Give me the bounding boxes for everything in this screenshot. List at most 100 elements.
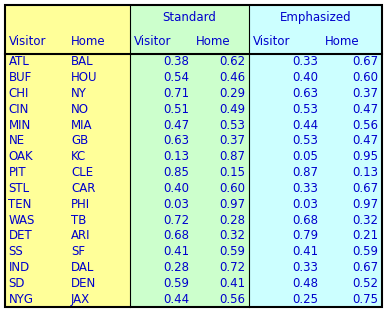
Bar xyxy=(68,260,130,275)
Bar xyxy=(130,228,193,244)
Text: TB: TB xyxy=(71,214,86,226)
Text: 0.53: 0.53 xyxy=(220,118,245,132)
Text: 0.28: 0.28 xyxy=(163,261,189,274)
Text: 0.41: 0.41 xyxy=(163,245,189,258)
Bar xyxy=(249,196,322,212)
Text: 0.37: 0.37 xyxy=(220,134,245,147)
Text: PHI: PHI xyxy=(71,198,90,211)
Text: Home: Home xyxy=(325,35,360,48)
Bar xyxy=(130,291,193,307)
Text: 0.68: 0.68 xyxy=(163,229,189,242)
Text: 0.97: 0.97 xyxy=(219,198,245,211)
Bar xyxy=(249,244,322,260)
Bar xyxy=(249,228,322,244)
Text: GB: GB xyxy=(71,134,88,147)
Text: 0.32: 0.32 xyxy=(220,229,245,242)
Text: NO: NO xyxy=(71,103,89,116)
Text: 0.25: 0.25 xyxy=(292,293,318,306)
Bar xyxy=(249,5,382,30)
Bar xyxy=(322,212,382,228)
Bar xyxy=(5,244,68,260)
Bar xyxy=(193,54,249,70)
Bar xyxy=(5,86,68,101)
Text: 0.87: 0.87 xyxy=(220,150,245,163)
Bar xyxy=(322,180,382,196)
Text: SS: SS xyxy=(8,245,23,258)
Bar xyxy=(249,291,322,307)
Bar xyxy=(130,5,249,30)
Text: ATL: ATL xyxy=(8,55,29,68)
Text: STL: STL xyxy=(8,182,30,195)
Bar xyxy=(249,101,322,117)
Bar xyxy=(130,180,193,196)
Bar xyxy=(322,70,382,86)
Text: 0.47: 0.47 xyxy=(352,103,379,116)
Bar xyxy=(193,70,249,86)
Bar xyxy=(68,149,130,165)
Bar xyxy=(68,180,130,196)
Text: 0.33: 0.33 xyxy=(292,182,318,195)
Text: 0.13: 0.13 xyxy=(352,166,379,179)
Bar xyxy=(249,212,322,228)
Text: Emphasized: Emphasized xyxy=(280,11,351,24)
Bar xyxy=(130,275,193,291)
Text: BUF: BUF xyxy=(8,71,32,84)
Text: 0.05: 0.05 xyxy=(292,150,318,163)
Bar xyxy=(130,133,193,149)
Bar xyxy=(193,260,249,275)
Text: 0.44: 0.44 xyxy=(292,118,318,132)
Bar xyxy=(130,54,193,70)
Bar xyxy=(5,133,68,149)
Bar xyxy=(130,244,193,260)
Bar xyxy=(322,291,382,307)
Text: 0.44: 0.44 xyxy=(163,293,189,306)
Text: CLE: CLE xyxy=(71,166,93,179)
Bar xyxy=(68,196,130,212)
Text: 0.67: 0.67 xyxy=(352,55,379,68)
Bar xyxy=(5,101,68,117)
Bar xyxy=(130,86,193,101)
Bar xyxy=(130,117,193,133)
Text: 0.72: 0.72 xyxy=(219,261,245,274)
Bar xyxy=(68,228,130,244)
Bar xyxy=(193,101,249,117)
Bar xyxy=(322,101,382,117)
Text: IND: IND xyxy=(8,261,30,274)
Text: 0.47: 0.47 xyxy=(163,118,189,132)
Text: CHI: CHI xyxy=(8,87,29,100)
Text: 0.46: 0.46 xyxy=(219,71,245,84)
Text: 0.49: 0.49 xyxy=(219,103,245,116)
Bar xyxy=(5,117,68,133)
Text: Home: Home xyxy=(196,35,230,48)
Text: 0.32: 0.32 xyxy=(352,214,379,226)
Bar xyxy=(193,86,249,101)
Text: 0.87: 0.87 xyxy=(292,166,318,179)
Text: Visitor: Visitor xyxy=(252,35,290,48)
Text: 0.63: 0.63 xyxy=(292,87,318,100)
Bar xyxy=(193,275,249,291)
Text: 0.33: 0.33 xyxy=(292,55,318,68)
Text: 0.13: 0.13 xyxy=(163,150,189,163)
Text: 0.41: 0.41 xyxy=(292,245,318,258)
Bar xyxy=(249,133,322,149)
Text: DEN: DEN xyxy=(71,277,96,290)
Bar xyxy=(5,212,68,228)
Bar xyxy=(130,70,193,86)
Bar xyxy=(322,260,382,275)
Bar xyxy=(322,117,382,133)
Text: 0.68: 0.68 xyxy=(292,214,318,226)
Bar xyxy=(249,260,322,275)
Text: 0.56: 0.56 xyxy=(352,118,379,132)
Text: 0.03: 0.03 xyxy=(163,198,189,211)
Bar xyxy=(193,228,249,244)
Text: 0.71: 0.71 xyxy=(163,87,189,100)
Bar xyxy=(5,228,68,244)
Bar xyxy=(5,260,68,275)
Text: SF: SF xyxy=(71,245,85,258)
Bar xyxy=(322,165,382,180)
Bar xyxy=(5,196,68,212)
Text: 0.56: 0.56 xyxy=(220,293,245,306)
Bar xyxy=(249,149,322,165)
Bar xyxy=(68,86,130,101)
Bar xyxy=(249,86,322,101)
